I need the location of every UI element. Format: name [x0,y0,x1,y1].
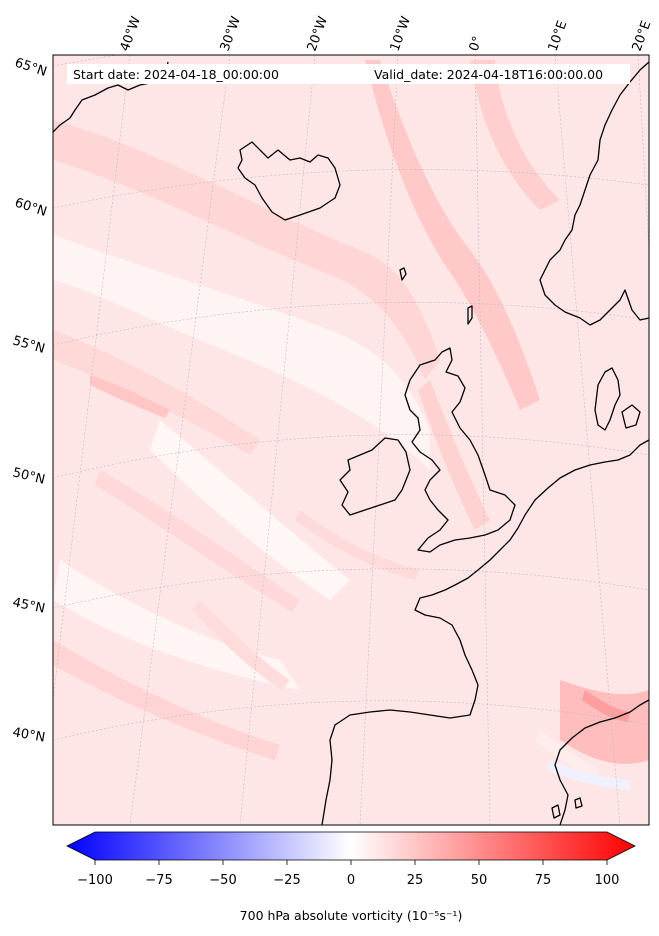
lat-label-60n: 60°N [13,196,49,220]
colorbar-tick-label: −50 [209,873,236,888]
iceland-coast [237,141,341,221]
iberia-coast [554,699,649,825]
start-date-label: Start date: 2024-04-18_00:00:00 [73,67,279,82]
map-panel [52,54,650,826]
lat-label-65n: 65°N [13,56,49,80]
lon-label-0: 0° [467,34,486,53]
graticule [53,55,649,825]
denmark-coast [594,367,621,431]
colorbar-tick-label: −100 [77,873,113,888]
vorticity-contours [53,60,649,790]
longitude-labels: 40°W 30°W 20°W 10°W 0° 10°E 20°E [118,14,655,53]
colorbar: −100 −75 −50 −25 0 25 50 75 100 700 hPa absolute… [66,831,636,923]
colorbar-bar [66,831,636,861]
colorbar-label: 700 hPa absolute vorticity (10⁻⁵s⁻¹) [240,908,463,923]
colorbar-tick-label: 100 [595,873,620,888]
valid-date-label: Valid_date: 2024-04-18T16:00:00.00 [374,67,603,82]
latitude-labels: 65°N 60°N 55°N 50°N 45°N 40°N [11,56,49,746]
lon-label-10w: 10°W [388,14,414,53]
lon-label-40w: 40°W [118,14,144,53]
lon-label-30w: 30°W [218,14,244,53]
ireland-coast [339,437,411,516]
continent-coast [321,439,649,825]
scandinavia-coast [539,61,649,326]
colorbar-tick-label: 75 [535,873,552,888]
colorbar-tick-label: 50 [471,873,488,888]
coastlines [53,61,649,825]
colorbar-tick-label: −25 [273,873,300,888]
lon-label-10e: 10°E [546,19,571,54]
lat-label-55n: 55°N [11,333,47,356]
info-bar [67,64,630,84]
lon-label-20e: 20°E [630,19,655,54]
map-frame [52,54,650,826]
lat-label-40n: 40°N [11,725,46,745]
colorbar-tick-label: −75 [145,873,172,888]
lon-label-20w: 20°W [305,14,331,53]
lat-label-45n: 45°N [11,595,46,616]
lat-label-50n: 50°N [11,465,46,487]
colorbar-tick-label: 0 [347,873,355,888]
colorbar-tick-label: 25 [407,873,424,888]
colorbar-ticks: −100 −75 −50 −25 0 25 50 75 100 [77,860,619,888]
great-britain-coast [404,347,516,553]
